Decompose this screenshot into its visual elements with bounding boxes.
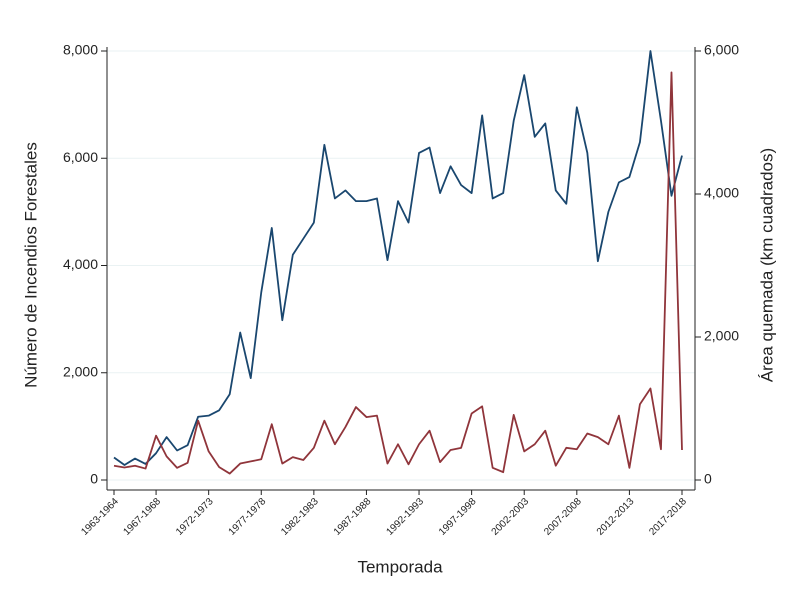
- y-tick-label: 6,000: [63, 149, 98, 165]
- data-line: [113, 71, 683, 475]
- y-tick-label: 0: [90, 471, 98, 487]
- y2-tick-label: 4,000: [704, 185, 739, 201]
- x-axis-title: Temporada: [357, 557, 443, 576]
- y-axis-title: Número de Incendios Forestales: [21, 142, 40, 388]
- y2-tick-label: 2,000: [704, 328, 739, 344]
- y2-tick-label: 6,000: [704, 42, 739, 58]
- y2-axis-title: Área quemada (km cuadrados): [757, 148, 776, 382]
- data-line: [113, 50, 683, 466]
- y-tick-label: 8,000: [63, 42, 98, 58]
- y-tick-label: 2,000: [63, 363, 98, 379]
- y-tick-label: 4,000: [63, 256, 98, 272]
- y2-tick-label: 0: [704, 471, 712, 487]
